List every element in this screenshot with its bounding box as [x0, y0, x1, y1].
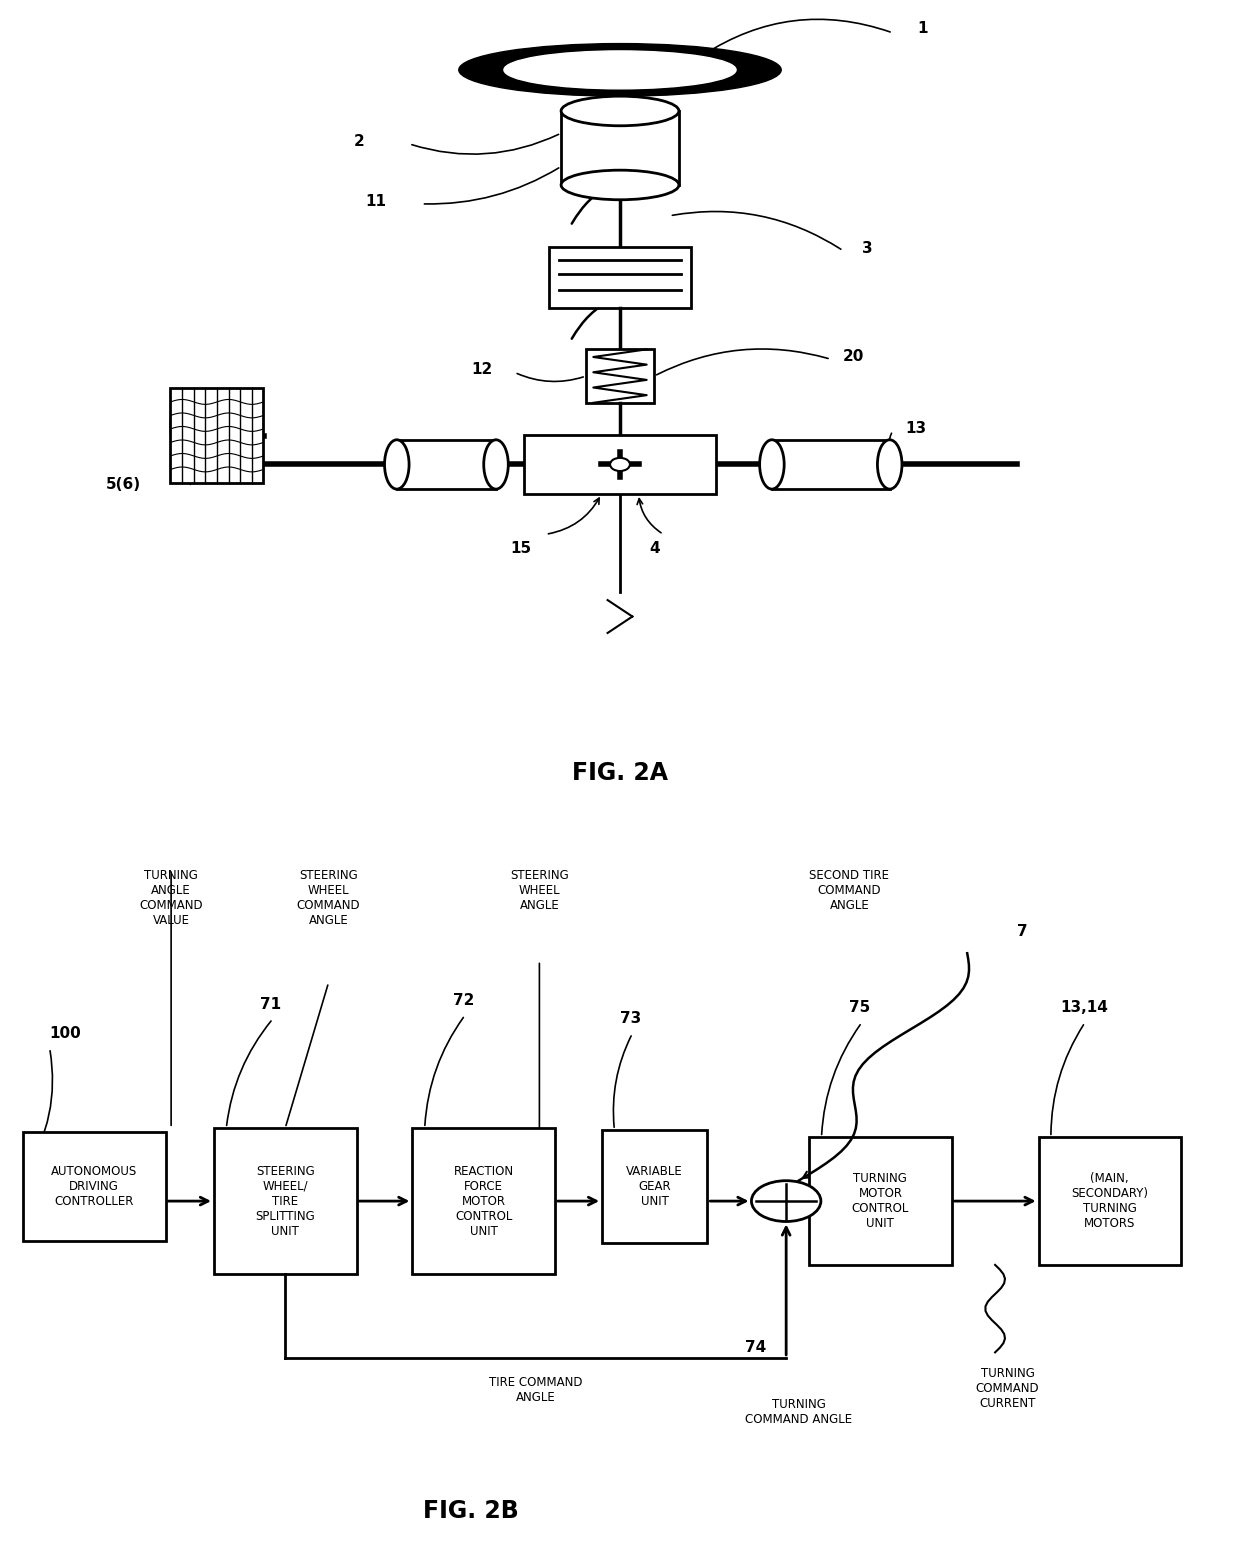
- Text: SECOND TIRE
COMMAND
ANGLE: SECOND TIRE COMMAND ANGLE: [810, 870, 889, 912]
- Bar: [397, 440, 496, 489]
- Bar: [549, 247, 692, 309]
- Text: 72: 72: [453, 993, 474, 1008]
- Bar: [412, 1128, 556, 1273]
- Text: 5(6): 5(6): [105, 478, 140, 493]
- Text: AUTONOMOUS
DRIVING
CONTROLLER: AUTONOMOUS DRIVING CONTROLLER: [51, 1165, 138, 1208]
- Ellipse shape: [878, 440, 901, 489]
- Text: (MAIN,
SECONDARY)
TURNING
MOTORS: (MAIN, SECONDARY) TURNING MOTORS: [1071, 1173, 1148, 1230]
- Text: 14: 14: [382, 458, 403, 472]
- Text: 74: 74: [744, 1340, 766, 1354]
- Text: 71: 71: [260, 997, 281, 1011]
- Text: TURNING
COMMAND
CURRENT: TURNING COMMAND CURRENT: [976, 1366, 1039, 1410]
- Ellipse shape: [484, 440, 508, 489]
- Circle shape: [751, 1180, 821, 1222]
- Text: 2: 2: [353, 133, 365, 149]
- Text: 73: 73: [620, 1011, 641, 1027]
- Text: TURNING
COMMAND ANGLE: TURNING COMMAND ANGLE: [745, 1397, 852, 1425]
- Bar: [603, 1131, 707, 1242]
- Text: STEERING
WHEEL
ANGLE: STEERING WHEEL ANGLE: [510, 870, 569, 912]
- Text: VARIABLE
GEAR
UNIT: VARIABLE GEAR UNIT: [626, 1165, 683, 1208]
- Bar: [585, 349, 655, 403]
- Text: STEERING
WHEEL/
TIRE
SPLITTING
UNIT: STEERING WHEEL/ TIRE SPLITTING UNIT: [255, 1165, 315, 1238]
- Text: 12: 12: [471, 363, 492, 377]
- Ellipse shape: [560, 96, 680, 126]
- Text: 11: 11: [366, 194, 387, 209]
- Text: 13,14: 13,14: [1060, 1000, 1109, 1016]
- Bar: [808, 1137, 952, 1266]
- Text: 4: 4: [650, 541, 660, 555]
- Text: TIRE COMMAND
ANGLE: TIRE COMMAND ANGLE: [489, 1376, 583, 1404]
- Ellipse shape: [384, 440, 409, 489]
- Bar: [523, 434, 717, 495]
- Bar: [1039, 1137, 1180, 1266]
- Bar: [560, 112, 680, 185]
- Text: TURNING
MOTOR
CONTROL
UNIT: TURNING MOTOR CONTROL UNIT: [852, 1173, 909, 1230]
- Ellipse shape: [503, 51, 737, 88]
- Bar: [22, 1132, 166, 1241]
- Text: REACTION
FORCE
MOTOR
CONTROL
UNIT: REACTION FORCE MOTOR CONTROL UNIT: [454, 1165, 513, 1238]
- Circle shape: [610, 458, 630, 472]
- Text: 3: 3: [862, 240, 873, 256]
- Text: STEERING
WHEEL
COMMAND
ANGLE: STEERING WHEEL COMMAND ANGLE: [296, 870, 361, 927]
- Text: FIG. 2B: FIG. 2B: [423, 1498, 520, 1523]
- Ellipse shape: [760, 440, 784, 489]
- Text: 13: 13: [905, 420, 926, 436]
- Text: 20: 20: [843, 349, 864, 364]
- Ellipse shape: [560, 171, 680, 200]
- Text: FIG. 2A: FIG. 2A: [572, 760, 668, 785]
- Text: TURNING
ANGLE
COMMAND
VALUE: TURNING ANGLE COMMAND VALUE: [139, 870, 203, 927]
- Text: 100: 100: [50, 1025, 82, 1041]
- Ellipse shape: [459, 43, 781, 96]
- Text: 1: 1: [918, 22, 928, 36]
- Text: 15: 15: [510, 541, 532, 555]
- Bar: [771, 440, 890, 489]
- Text: 75: 75: [849, 1000, 870, 1016]
- Bar: [170, 388, 263, 482]
- Text: 7: 7: [1017, 924, 1028, 938]
- Bar: [215, 1128, 357, 1273]
